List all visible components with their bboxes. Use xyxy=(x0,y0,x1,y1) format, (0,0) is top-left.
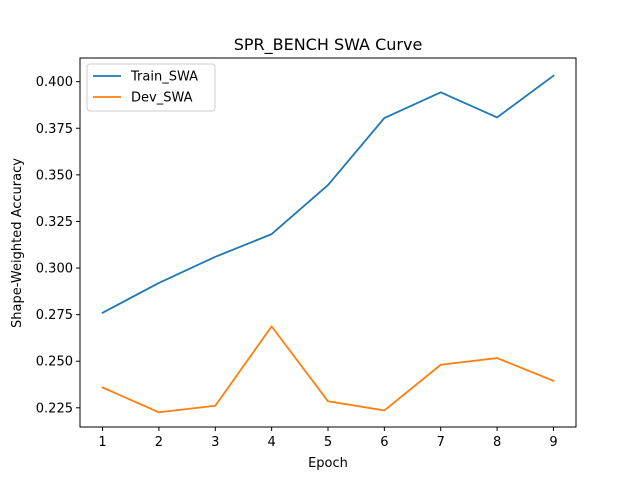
series-layer xyxy=(101,74,555,414)
x-tick-label: 2 xyxy=(155,435,163,450)
chart-title: SPR_BENCH SWA Curve xyxy=(234,35,423,55)
x-tick-label: 5 xyxy=(324,435,332,450)
x-tick-label: 6 xyxy=(380,435,388,450)
legend: Train_SWA Dev_SWA xyxy=(86,63,216,112)
legend-label: Train_SWA xyxy=(130,70,198,85)
y-axis: 0.225 0.250 0.275 0.300 0.325 0.350 0.375 0.400 xyxy=(36,75,80,416)
y-tick-label: 0.400 xyxy=(36,75,73,90)
series-line-dev-swa xyxy=(101,325,555,414)
y-tick-label: 0.225 xyxy=(36,401,73,416)
y-tick-label: 0.350 xyxy=(36,168,73,183)
x-tick-label: 7 xyxy=(437,435,445,450)
x-axis-label: Epoch xyxy=(308,456,348,471)
x-tick-label: 9 xyxy=(549,435,557,450)
x-axis: 1 2 3 4 5 6 7 8 9 xyxy=(98,427,558,450)
y-tick-label: 0.300 xyxy=(36,262,73,277)
series-line-train-swa xyxy=(101,74,555,314)
y-tick-label: 0.250 xyxy=(36,355,73,370)
x-tick-label: 3 xyxy=(211,435,219,450)
y-axis-label: Shape-Weighted Accuracy xyxy=(10,158,25,328)
x-tick-label: 8 xyxy=(493,435,501,450)
y-tick-label: 0.275 xyxy=(36,308,73,323)
x-tick-label: 1 xyxy=(98,435,106,450)
legend-label: Dev_SWA xyxy=(131,91,193,106)
y-tick-label: 0.375 xyxy=(36,122,73,137)
x-tick-label: 4 xyxy=(267,435,275,450)
y-tick-label: 0.325 xyxy=(36,215,73,230)
